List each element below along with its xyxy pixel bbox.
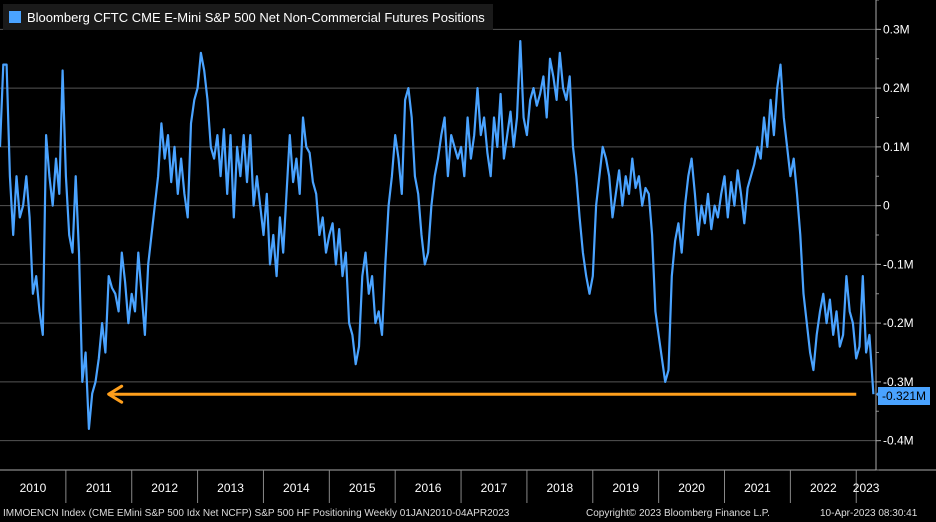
x-tick-label: 2015 xyxy=(349,481,376,495)
last-value-label: -0.321M xyxy=(878,387,931,405)
footer-copyright: Copyright© 2023 Bloomberg Finance L.P. xyxy=(586,508,770,519)
y-tick-label: -0.1M xyxy=(883,257,914,271)
x-tick-label: 2020 xyxy=(678,481,705,495)
y-tick-label: 0 xyxy=(883,199,890,213)
x-tick-label: 2017 xyxy=(481,481,508,495)
legend: Bloomberg CFTC CME E-Mini S&P 500 Net No… xyxy=(3,4,493,30)
footer-index-info: IMMOENCN Index (CME EMini S&P 500 Idx Ne… xyxy=(3,508,510,519)
series-line xyxy=(0,40,875,430)
x-tick-label: 2016 xyxy=(415,481,442,495)
footer: IMMOENCN Index (CME EMini S&P 500 Idx Ne… xyxy=(0,503,936,522)
y-tick-label: 0.1M xyxy=(883,140,910,154)
x-tick-label: 2010 xyxy=(20,481,47,495)
x-tick-label: 2011 xyxy=(86,481,112,495)
x-tick-label: 2023 xyxy=(853,481,880,495)
plot-area xyxy=(0,40,875,430)
y-tick-label: -0.2M xyxy=(883,316,914,330)
legend-swatch xyxy=(9,11,21,23)
y-tick-label: 0.3M xyxy=(883,22,910,36)
y-tick-label: -0.3M xyxy=(883,375,914,389)
y-tick-label: -0.4M xyxy=(883,434,914,448)
x-tick-label: 2022 xyxy=(810,481,837,495)
x-tick-label: 2018 xyxy=(546,481,573,495)
x-tick-label: 2021 xyxy=(744,481,771,495)
footer-timestamp: 10-Apr-2023 08:30:41 xyxy=(820,508,918,519)
x-axis: 2010 2011 2012 2013 2014 2015 2016 2017 2018 2019… xyxy=(0,469,936,503)
x-tick-label: 2012 xyxy=(151,481,178,495)
arrow-head xyxy=(107,384,124,404)
y-tick-label: 0.2M xyxy=(883,81,910,95)
x-tick-label: 2013 xyxy=(217,481,244,495)
x-tick-label: 2014 xyxy=(283,481,310,495)
chart-title: Bloomberg CFTC CME E-Mini S&P 500 Net No… xyxy=(27,9,485,25)
x-tick-label: 2019 xyxy=(612,481,639,495)
